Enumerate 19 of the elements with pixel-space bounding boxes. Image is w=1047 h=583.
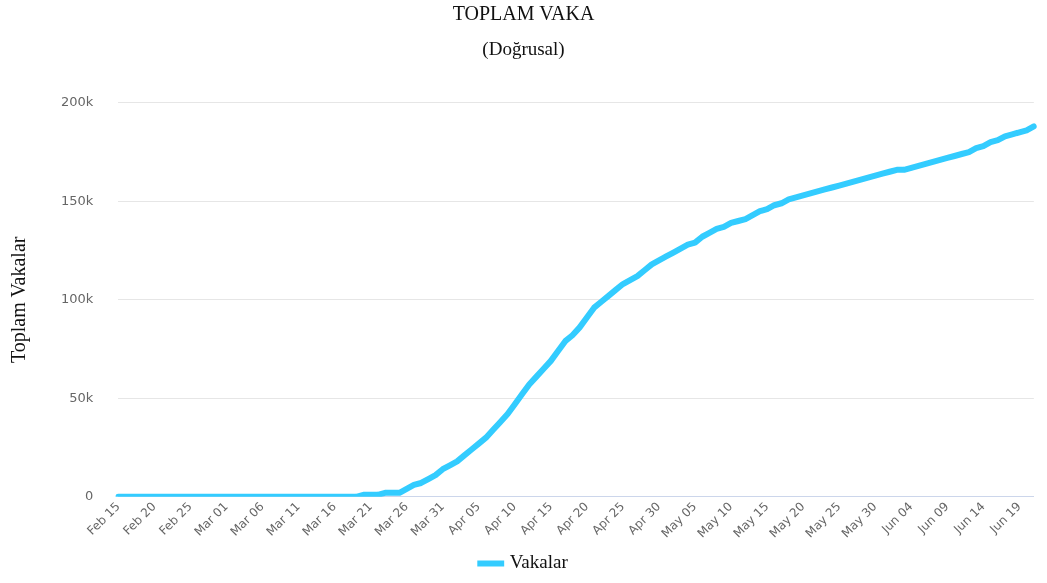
x-tick-label: Apr 15: [517, 499, 556, 538]
y-tick-label: 150k: [61, 192, 94, 208]
x-tick-label: Apr 20: [553, 499, 592, 538]
x-tick-label: Jun 19: [986, 499, 1024, 537]
x-tick-label: Mar 31: [407, 499, 448, 539]
x-tick-label: Apr 05: [445, 499, 484, 538]
x-tick-label: Feb 20: [120, 499, 159, 538]
legend-label: Vakalar: [509, 551, 569, 573]
x-tick-label: Jun 09: [914, 499, 952, 537]
chart-title: TOPLAM VAKA: [451, 2, 596, 25]
x-tick-label: Jun 04: [878, 499, 916, 537]
y-tick-label: 100k: [61, 291, 94, 307]
y-tick-label: 200k: [61, 94, 94, 110]
y-tick-label: 50k: [69, 389, 94, 405]
x-tick-label: Apr 25: [589, 499, 628, 538]
y-axis-title: Toplam Vakalar: [7, 236, 31, 364]
x-tick-label: Apr 10: [481, 499, 520, 538]
x-tick-label: Jun 14: [950, 499, 988, 537]
chart-subtitle: (Doğrusal): [481, 38, 566, 60]
